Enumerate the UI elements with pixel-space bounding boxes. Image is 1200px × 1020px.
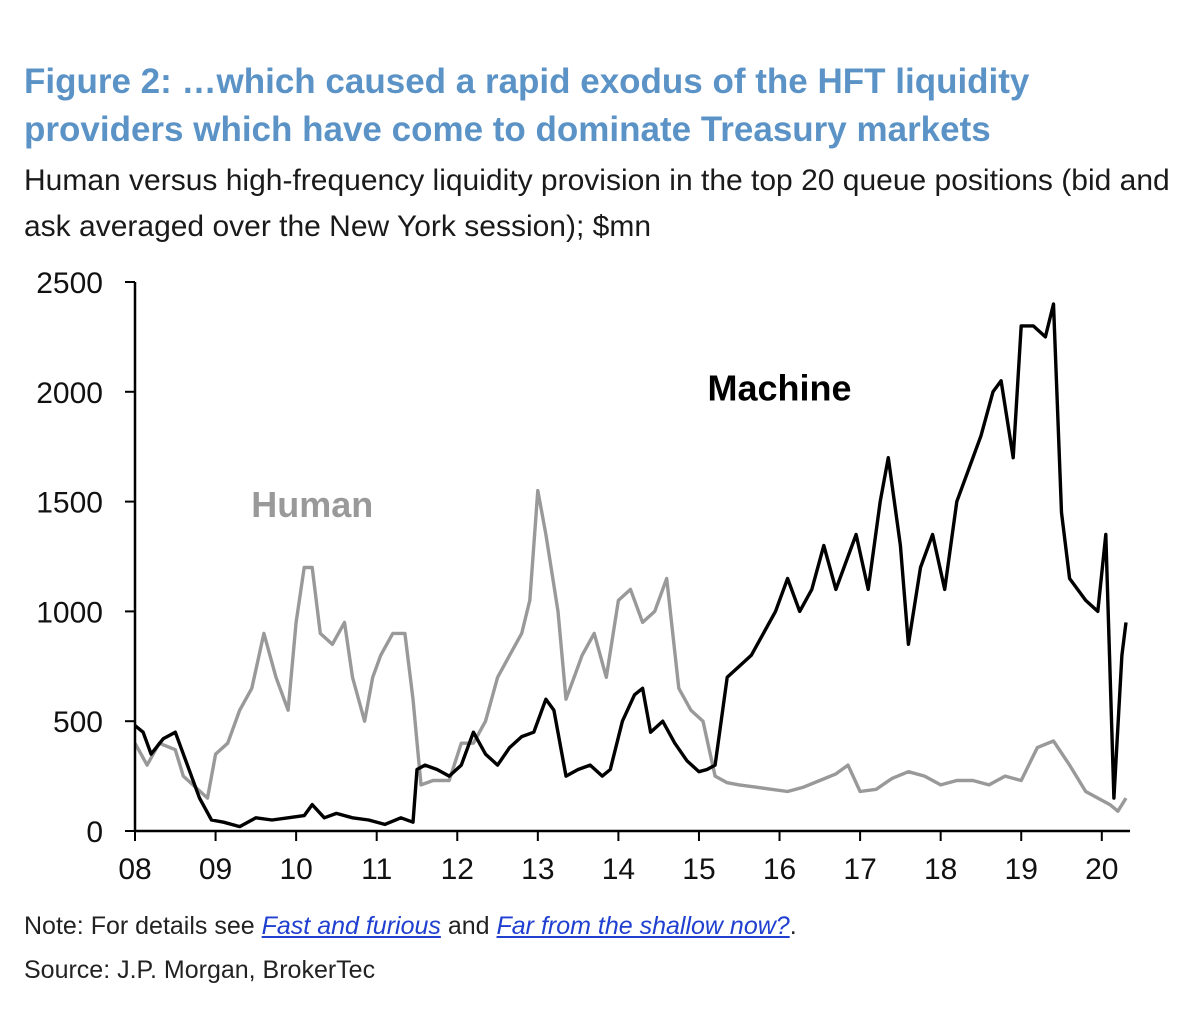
y-tick-label: 1500: [36, 487, 103, 520]
x-tick-label: 15: [682, 853, 715, 886]
y-tick-label: 500: [53, 706, 103, 739]
link-far-from-the-shallow-now[interactable]: Far from the shallow now?: [496, 912, 790, 940]
x-tick-label: 17: [843, 853, 876, 886]
line-chart: 0 500 1000 1500 2000 2500 08 09 10 11 12 13 14 15 16 17…: [36, 267, 1130, 886]
y-tick-label: 1000: [36, 596, 103, 629]
link-fast-and-furious[interactable]: Fast and furious: [261, 912, 441, 940]
chart-note: Note: For details see Fast and furious a…: [24, 912, 797, 941]
x-tick-label: 12: [441, 853, 474, 886]
chart-source: Source: J.P. Morgan, BrokerTec: [24, 956, 376, 984]
x-tick-label: 09: [199, 853, 232, 886]
y-tick-label: 2500: [36, 267, 103, 300]
x-tick-label: 14: [602, 853, 635, 886]
y-tick-label: 2000: [36, 377, 103, 410]
x-tick-label: 10: [279, 853, 312, 886]
note-middle: and: [440, 912, 497, 940]
note-prefix: Note: For details see: [24, 912, 262, 940]
x-tick-label: 16: [763, 853, 796, 886]
note-suffix: .: [789, 912, 797, 940]
x-tick-label: 11: [361, 853, 392, 886]
series-label-human: Human: [251, 484, 373, 525]
chart-subtitle: Human versus high-frequency liquidity pr…: [24, 164, 1170, 243]
series-label-machine: Machine: [708, 368, 852, 409]
x-tick-label: 20: [1085, 853, 1118, 886]
chart-title: Figure 2: …which caused a rapid exodus o…: [24, 62, 1030, 149]
series-line-machine: [133, 302, 1128, 829]
x-tick-label: 18: [924, 853, 957, 886]
y-tick-label: 0: [86, 816, 103, 849]
x-tick-label: 19: [1005, 853, 1038, 886]
x-tick-label: 08: [118, 853, 151, 886]
x-tick-label: 13: [521, 853, 554, 886]
series-line-human: [133, 488, 1128, 813]
